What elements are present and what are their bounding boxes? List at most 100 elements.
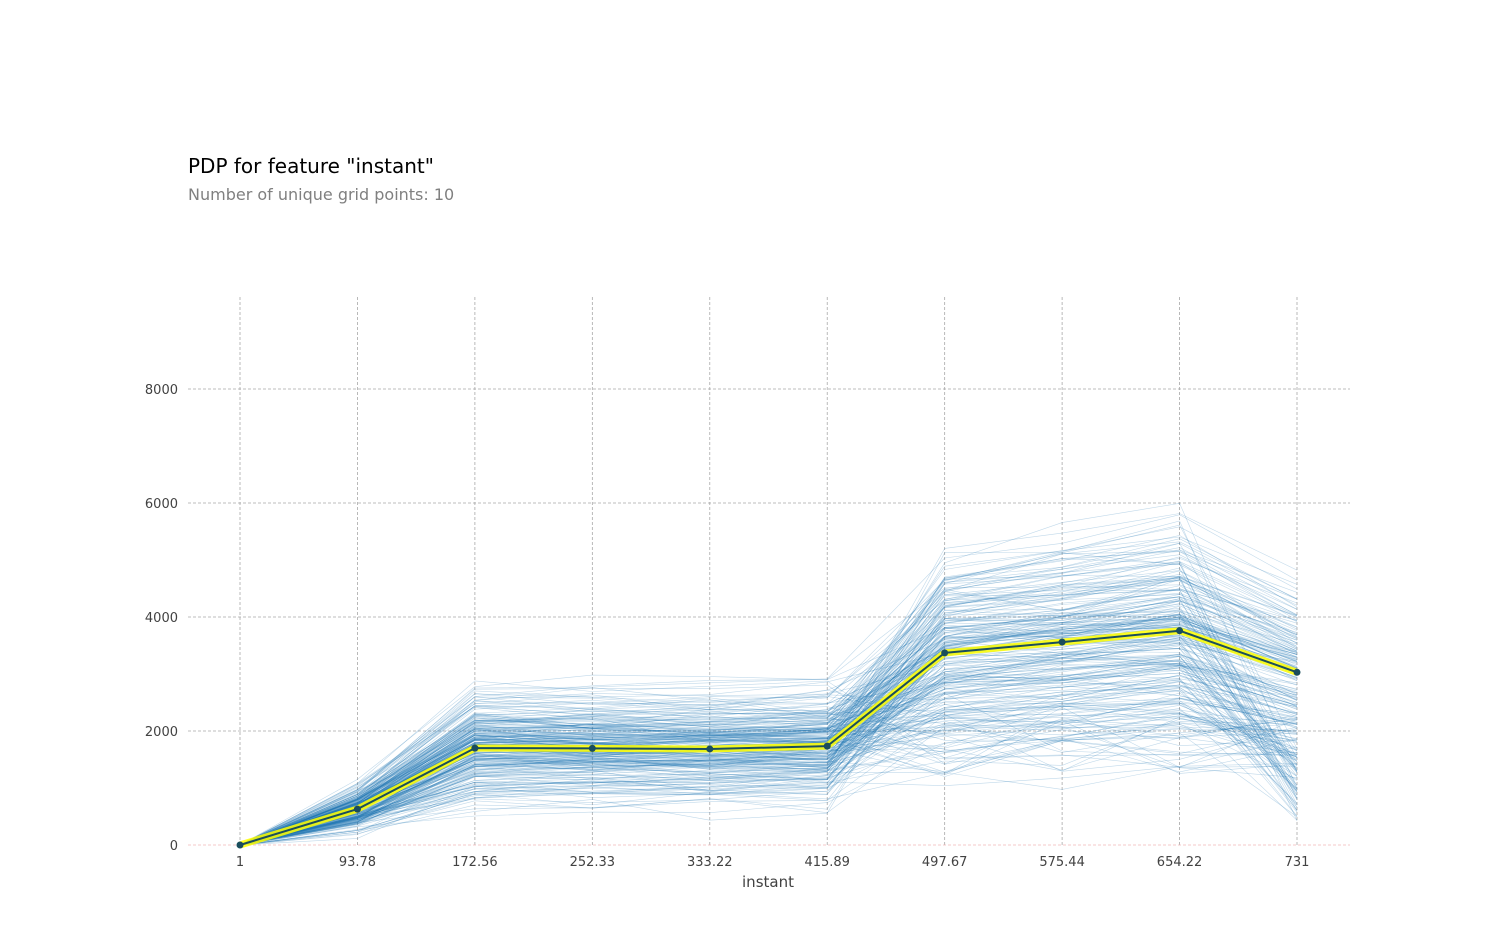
- pdp-point: [588, 744, 596, 752]
- ice-line: [239, 692, 1298, 846]
- ice-line: [239, 577, 1298, 846]
- ice-line: [239, 600, 1298, 846]
- ice-line: [239, 592, 1298, 846]
- ice-line: [239, 640, 1298, 846]
- ice-line: [239, 684, 1298, 846]
- ice-line: [239, 728, 1298, 846]
- ice-line: [239, 685, 1298, 846]
- ice-line: [239, 520, 1298, 846]
- ice-line: [239, 726, 1298, 846]
- ice-line: [239, 589, 1298, 846]
- ice-line: [239, 614, 1298, 846]
- ice-line: [239, 698, 1298, 846]
- ice-line: [239, 664, 1298, 846]
- pdp-point: [1058, 638, 1066, 646]
- x-tick-label: 93.78: [339, 855, 376, 870]
- grid-lines: [188, 297, 1350, 846]
- ice-line: [239, 585, 1298, 846]
- ice-line: [239, 623, 1298, 846]
- y-tick-label: 4000: [145, 611, 178, 626]
- chart-title: PDP for feature "instant": [188, 154, 434, 178]
- ice-line: [239, 637, 1298, 846]
- ice-line: [239, 648, 1298, 846]
- ice-line: [239, 579, 1298, 846]
- ice-line: [239, 594, 1298, 846]
- ice-line: [239, 713, 1298, 846]
- ice-line: [239, 684, 1298, 846]
- ice-line: [239, 542, 1298, 846]
- ice-line: [239, 665, 1298, 846]
- x-tick-label: 654.22: [1157, 855, 1203, 870]
- ice-line: [239, 514, 1298, 846]
- ice-line: [239, 660, 1298, 846]
- ice-line: [239, 617, 1298, 846]
- ice-line: [239, 680, 1298, 846]
- pdp-point: [941, 649, 949, 657]
- ice-line: [239, 662, 1298, 846]
- ice-line: [239, 689, 1298, 846]
- ice-line: [239, 556, 1298, 846]
- axis-ticks: 1 93.78 172.56 252.33 333.22 415.89 497.67 575.…: [145, 383, 1310, 870]
- ice-line: [239, 644, 1298, 846]
- ice-line: [239, 589, 1298, 846]
- ice-line: [239, 610, 1298, 846]
- ice-line: [239, 662, 1298, 846]
- ice-line: [239, 685, 1298, 846]
- ice-line: [239, 639, 1298, 846]
- ice-line: [239, 600, 1298, 846]
- ice-line: [239, 716, 1298, 846]
- ice-line: [239, 616, 1298, 846]
- pdp-point: [823, 742, 831, 750]
- ice-line: [239, 620, 1298, 846]
- ice-line: [239, 635, 1298, 846]
- ice-line: [239, 672, 1298, 846]
- ice-line: [239, 681, 1298, 846]
- ice-line: [239, 655, 1298, 846]
- ice-line: [239, 678, 1298, 846]
- ice-line: [239, 738, 1298, 846]
- ice-line: [239, 705, 1298, 846]
- ice-line: [239, 589, 1298, 846]
- ice-line: [239, 589, 1298, 846]
- ice-line: [239, 705, 1298, 846]
- ice-line: [239, 718, 1298, 846]
- ice-line: [239, 656, 1298, 846]
- pdp-line: [239, 629, 1298, 846]
- ice-line: [239, 651, 1298, 846]
- ice-line: [239, 613, 1298, 846]
- x-axis-label: instant: [742, 873, 794, 891]
- ice-line: [239, 616, 1298, 846]
- ice-line: [239, 629, 1298, 846]
- ice-line: [239, 573, 1298, 846]
- ice-line: [239, 700, 1298, 846]
- ice-line: [239, 538, 1298, 846]
- pdp-point: [1293, 668, 1301, 676]
- ice-line: [239, 596, 1298, 846]
- ice-line: [239, 695, 1298, 846]
- pdp-point: [471, 744, 479, 752]
- ice-line: [239, 513, 1298, 846]
- ice-line: [239, 563, 1298, 846]
- ice-line: [239, 644, 1298, 846]
- ice-line: [239, 717, 1298, 846]
- ice-line: [239, 657, 1298, 846]
- ice-line: [239, 618, 1298, 846]
- pdp-line-group: [236, 627, 1301, 849]
- ice-line: [239, 560, 1298, 846]
- ice-line: [239, 719, 1298, 846]
- ice-line: [239, 714, 1298, 846]
- y-tick-label: 0: [170, 839, 178, 854]
- ice-lines: [239, 502, 1298, 846]
- ice-line: [239, 613, 1298, 846]
- ice-line: [239, 633, 1298, 846]
- ice-line: [239, 703, 1298, 846]
- ice-line: [239, 658, 1298, 846]
- ice-line: [239, 719, 1298, 846]
- ice-line: [239, 688, 1298, 846]
- pdp-point: [706, 745, 714, 753]
- ice-line: [239, 613, 1298, 846]
- pdp-point: [236, 841, 244, 849]
- ice-line: [239, 654, 1298, 846]
- ice-line: [239, 679, 1298, 846]
